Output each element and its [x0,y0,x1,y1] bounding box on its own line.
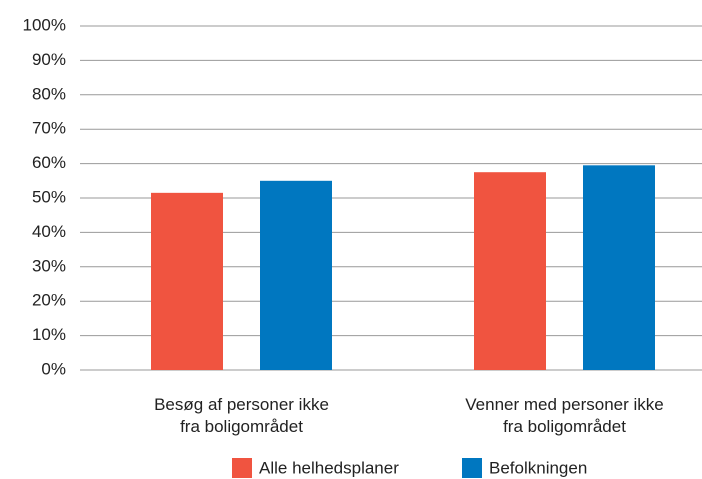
y-tick-label: 70% [32,119,66,138]
x-tick-label: Venner med personer ikke fra boligområde… [465,395,664,436]
y-tick-label: 0% [41,359,66,378]
y-tick-label: 80% [32,84,66,103]
legend-label: Alle helhedsplaner [259,458,399,477]
y-tick-label: 10% [32,325,66,344]
legend-swatch [232,458,252,478]
bar [583,165,655,370]
legend-swatch [462,458,482,478]
bar [260,180,332,370]
legend-label: Befolkningen [489,458,587,477]
y-tick-label: 40% [32,222,66,241]
y-tick-label: 100% [23,15,66,34]
bar [474,172,546,370]
y-tick-label: 60% [32,153,66,172]
y-tick-label: 90% [32,50,66,69]
x-tick-label: Besøg af personer ikke fra boligområdet [154,395,329,436]
bar [151,192,223,370]
y-tick-label: 20% [32,291,66,310]
y-tick-label: 30% [32,256,66,275]
y-tick-label: 50% [32,187,66,206]
